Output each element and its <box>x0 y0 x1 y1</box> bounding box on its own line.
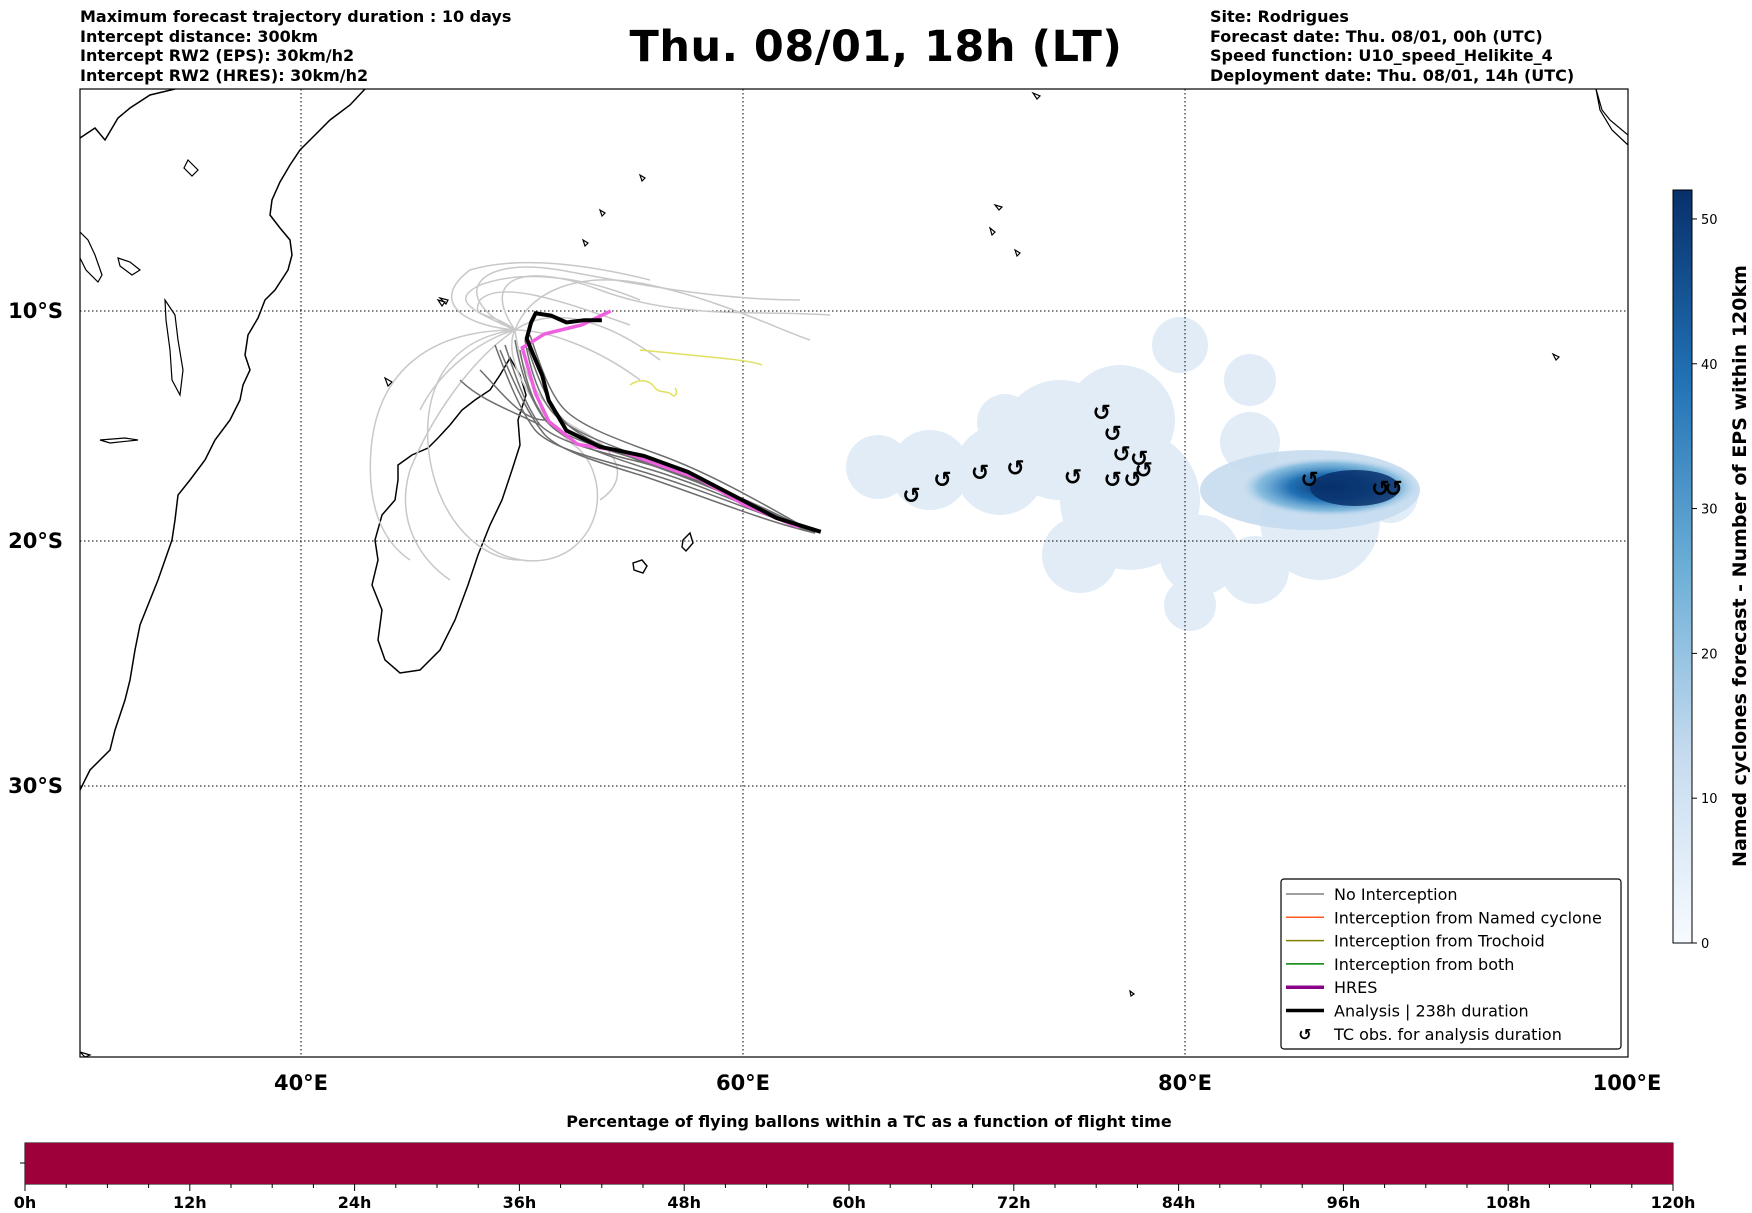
eps-trajectories-light <box>369 261 831 581</box>
lon-tick-label: 80°E <box>1158 1071 1212 1095</box>
mauritius <box>681 531 694 553</box>
tc-obs-marker: ↺ <box>1371 477 1389 502</box>
tc-observations: ↺↺ ↺ ↺ ↺↺↺↺↺↺↺↺ ↺ ↺↺ <box>902 401 1403 509</box>
lat-tick-label: 30°S <box>8 774 63 798</box>
header-left: Maximum forecast trajectory duration : 1… <box>80 7 511 85</box>
lon-tick-label: 60°E <box>716 1071 770 1095</box>
time-tick-label: 24h <box>338 1193 372 1212</box>
lon-tick-label: 40°E <box>274 1071 328 1095</box>
header-site: Site: Rodrigues <box>1210 7 1349 26</box>
colorbar-tick-label: 40 <box>1701 358 1718 373</box>
legend-symbol: ↺ <box>1298 1025 1311 1044</box>
tc-obs-marker: ↺ <box>1104 422 1122 447</box>
time-tick-label: 48h <box>667 1193 701 1212</box>
legend: No Interception Interception from Named c… <box>1280 878 1622 1050</box>
analysis-track <box>524 311 822 534</box>
header-deployment-date: Deployment date: Thu. 08/01, 14h (UTC) <box>1210 65 1575 85</box>
time-tick-label: 108h <box>1486 1193 1531 1212</box>
time-tick-label: 72h <box>997 1193 1031 1212</box>
tc-obs-marker: ↺ <box>1064 466 1082 491</box>
time-tick-label: 96h <box>1327 1193 1361 1212</box>
africa-coastline <box>80 89 366 791</box>
time-tick-label: 12h <box>173 1193 207 1212</box>
time-tick-label: 120h <box>1651 1193 1696 1212</box>
trochoid-track-1 <box>639 349 763 366</box>
colorbar-tick-label: 0 <box>1701 937 1709 952</box>
colorbar-gradient <box>1672 189 1693 944</box>
colorbar-label: Named cyclones forecast - Number of EPS … <box>1729 265 1751 867</box>
time-tick-label: 0h <box>14 1193 37 1212</box>
time-tick-label: 60h <box>832 1193 866 1212</box>
map-border <box>79 88 1629 1058</box>
legend-label: TC obs. for analysis duration <box>1333 1025 1562 1044</box>
header-intercept-eps: Intercept RW2 (EPS): 30km/h2 <box>80 46 355 65</box>
tc-obs-marker: ↺ <box>971 461 989 486</box>
legend-label: Interception from both <box>1334 955 1514 974</box>
colorbar-tick-label: 30 <box>1701 503 1718 518</box>
tc-obs-marker: ↺ <box>1006 456 1024 481</box>
legend-label: HRES <box>1334 978 1377 997</box>
legend-label: No Interception <box>1334 885 1458 904</box>
time-bar-fill <box>25 1143 1673 1184</box>
tc-obs-marker: ↺ <box>1300 468 1318 493</box>
header-right: Site: Rodrigues Forecast date: Thu. 08/0… <box>1210 7 1574 85</box>
tc-obs-marker: ↺ <box>1123 468 1141 493</box>
graticule <box>80 89 1628 1057</box>
legend-label: Interception from Named cyclone <box>1334 908 1602 927</box>
legend-label: Interception from Trochoid <box>1334 932 1545 951</box>
header-max-duration: Maximum forecast trajectory duration : 1… <box>80 7 512 26</box>
tc-obs-marker: ↺ <box>1112 443 1130 468</box>
time-tick-label: 84h <box>1162 1193 1196 1212</box>
lon-tick-label: 100°E <box>1593 1071 1662 1095</box>
header-speed-function: Speed function: U10_speed_Helikite_4 <box>1210 46 1553 65</box>
colorbar-tick-label: 20 <box>1701 647 1718 662</box>
time-bar-title: Percentage of flying ballons within a TC… <box>566 1112 1172 1131</box>
tc-obs-marker: ↺ <box>1134 459 1152 484</box>
trochoid-track-2 <box>629 380 678 397</box>
tc-obs-marker: ↺ <box>1130 447 1148 472</box>
lat-tick-label: 20°S <box>8 529 63 553</box>
tc-obs-marker: ↺ <box>1092 401 1110 426</box>
time-tick-label: 36h <box>503 1193 537 1212</box>
colorbar: 0 10 20 30 40 50 Named cyclones forecast - Nu… <box>1672 189 1751 952</box>
colorbar-tick-label: 10 <box>1701 792 1718 807</box>
colorbar-tick-label: 50 <box>1701 213 1718 228</box>
lat-tick-label: 10°S <box>8 299 63 323</box>
tc-obs-marker: ↺ <box>933 468 951 493</box>
density-peak <box>1310 470 1400 506</box>
madagascar <box>371 356 527 674</box>
legend-label: Analysis | 238h duration <box>1334 1002 1529 1021</box>
header-intercept-hres: Intercept RW2 (HRES): 30km/h2 <box>80 65 369 85</box>
header-forecast-date: Forecast date: Thu. 08/01, 00h (UTC) <box>1210 26 1543 46</box>
tc-obs-marker: ↺ <box>902 484 920 509</box>
legend-box <box>1280 878 1622 1050</box>
map-content: ↺↺ ↺ ↺ ↺↺↺↺↺↺↺↺ ↺ ↺↺ <box>80 89 1628 1057</box>
header-intercept-distance: Intercept distance: 300km <box>80 26 319 46</box>
small-islands <box>80 89 1628 1057</box>
reunion <box>632 559 648 574</box>
tc-obs-marker: ↺ <box>1384 477 1402 502</box>
africa-horn <box>80 231 103 283</box>
page-title: Thu. 08/01, 18h (LT) <box>629 22 1123 72</box>
tc-obs-marker: ↺ <box>1104 468 1122 493</box>
